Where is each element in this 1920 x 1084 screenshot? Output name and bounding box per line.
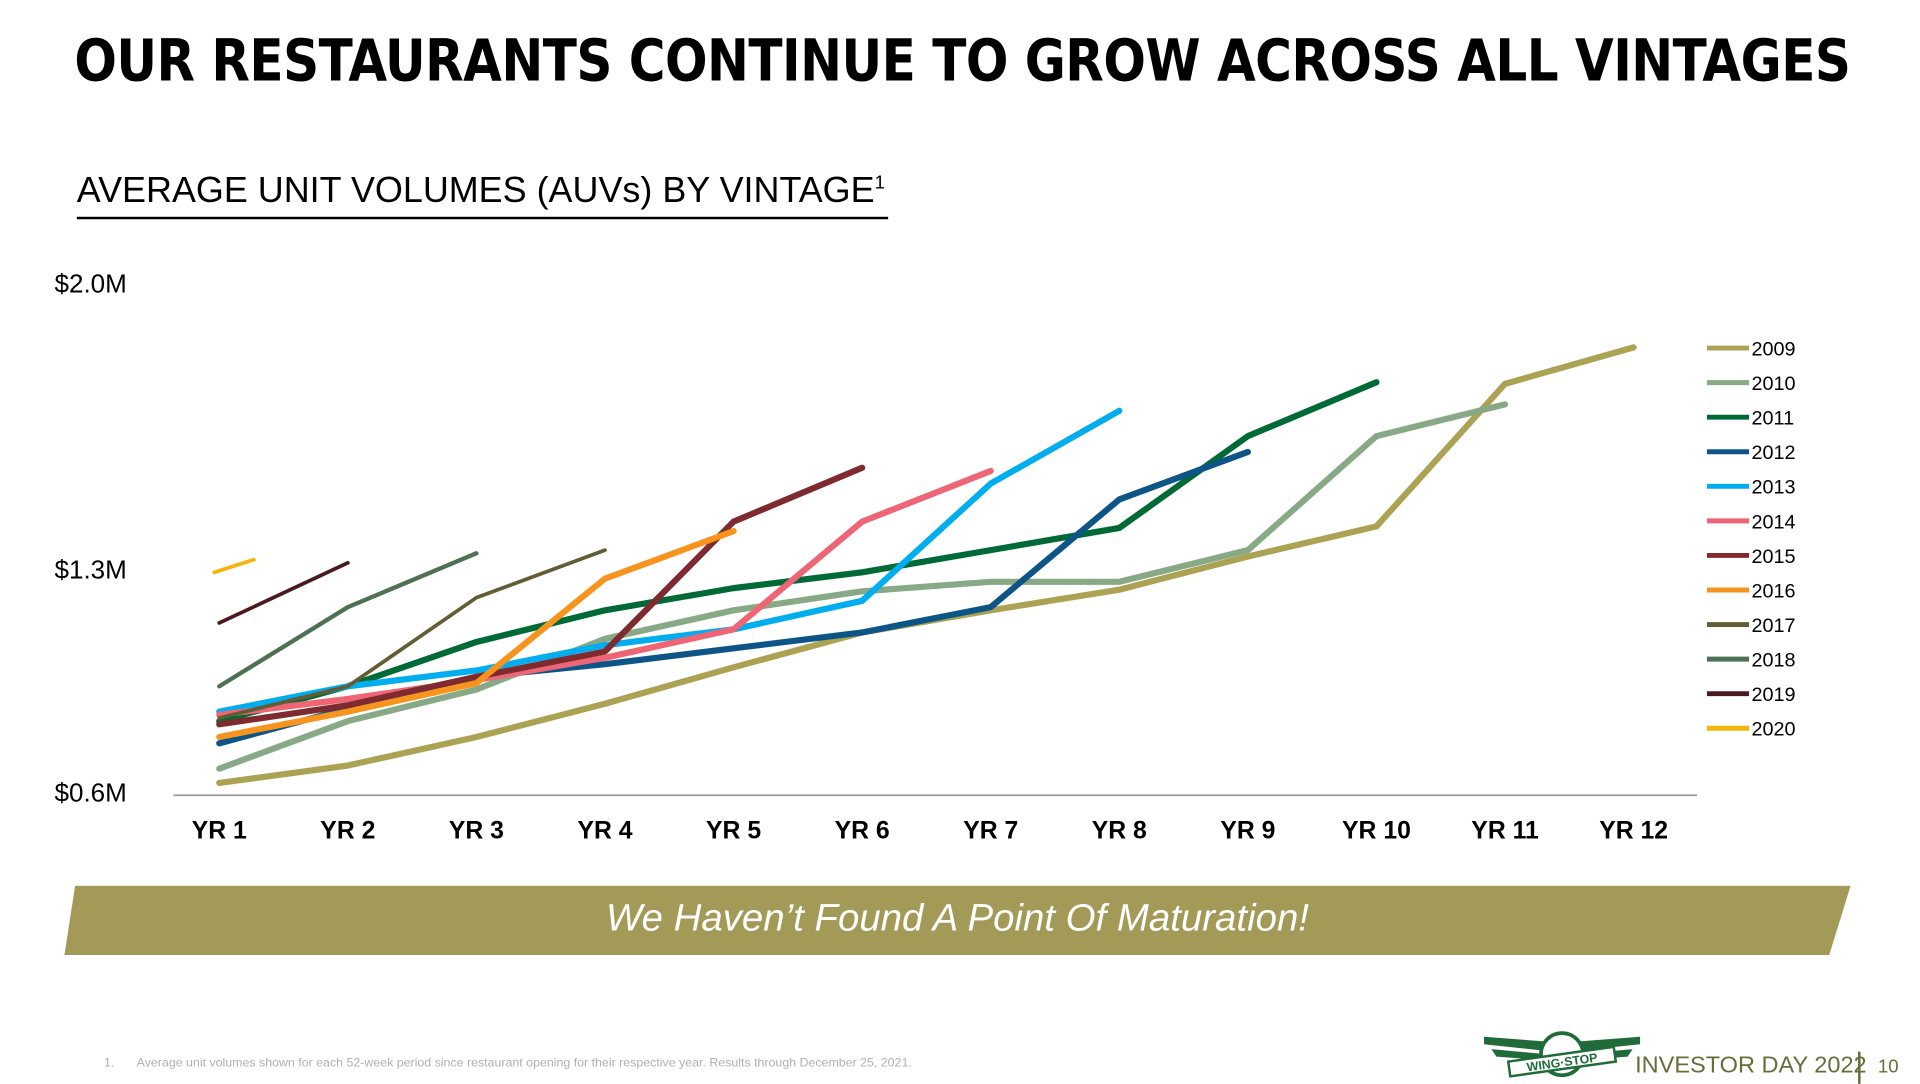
legend-label: 2016 (1752, 580, 1796, 602)
footnote: 1. Average unit volumes shown for each 52… (104, 1057, 912, 1071)
wingstop-logo-icon: WING·STOP (1483, 1031, 1641, 1078)
x-tick-label: YR 3 (449, 818, 504, 845)
legend-label: 2018 (1752, 650, 1796, 672)
banner-text: We Haven’t Found A Point Of Maturation! (606, 895, 1309, 939)
legend-label: 2017 (1752, 615, 1796, 637)
slide-title: OUR RESTAURANTS CONTINUE TO GROW ACROSS … (74, 27, 1851, 96)
footnote-text: Average unit volumes shown for each 52-w… (136, 1056, 912, 1071)
x-tick-label: YR 2 (320, 818, 375, 845)
legend-label: 2014 (1752, 511, 1796, 533)
x-tick-label: YR 10 (1342, 818, 1411, 845)
series-line-2013 (216, 407, 1123, 715)
series-line-2020 (212, 557, 256, 575)
x-tick-label: YR 1 (192, 818, 247, 845)
chart-subtitle: AVERAGE UNIT VOLUMES (AUVs) BY VINTAGE1 (76, 170, 889, 220)
series-line-2011 (216, 379, 1380, 725)
x-tick-label: YR 4 (577, 818, 632, 845)
series-line-2010 (216, 401, 1509, 772)
x-tick-label: YR 5 (706, 818, 761, 845)
legend-label: 2012 (1752, 442, 1796, 464)
series-line-2018 (217, 551, 479, 689)
series-line-2014 (216, 467, 994, 718)
legend-label: 2011 (1752, 408, 1795, 430)
series-line-2019 (217, 560, 350, 625)
series-line-2015 (216, 464, 866, 728)
legend-label: 2010 (1752, 373, 1796, 395)
legend-label: 2013 (1752, 477, 1796, 499)
footnote-mark: 1 (874, 172, 885, 194)
footnote-number: 1. (104, 1056, 115, 1071)
auv-line-chart: YR 1 YR 2 YR 3 YR 4 YR 5 YR 6 YR 7 YR 8 YR 9 YR 1… (173, 339, 1796, 845)
y-tick-label: $1.3M (54, 556, 127, 585)
page-number: 10 (1858, 1051, 1899, 1084)
maturation-banner: We Haven’t Found A Point Of Maturation! (64, 885, 1851, 956)
series-line-2009 (216, 344, 1637, 787)
legend-label: 2009 (1752, 339, 1796, 361)
event-label: INVESTOR DAY 2022 (1635, 1052, 1867, 1079)
legend-label: 2020 (1752, 719, 1796, 741)
y-tick-label: $0.6M (54, 779, 127, 808)
x-tick-label: YR 6 (835, 818, 890, 845)
x-tick-label: YR 12 (1599, 818, 1668, 845)
x-tick-label: YR 11 (1471, 818, 1539, 845)
series-line-2017 (217, 548, 607, 720)
x-tick-label: YR 9 (1220, 818, 1275, 845)
legend-label: 2019 (1752, 684, 1796, 706)
x-tick-label: YR 7 (963, 818, 1018, 845)
legend-label: 2015 (1752, 546, 1796, 568)
series-line-2016 (216, 528, 737, 741)
x-tick-label: YR 8 (1092, 818, 1147, 845)
y-tick-label: $2.0M (54, 270, 127, 299)
subtitle-text: AVERAGE UNIT VOLUMES (AUVs) BY VINTAGE (76, 170, 875, 211)
